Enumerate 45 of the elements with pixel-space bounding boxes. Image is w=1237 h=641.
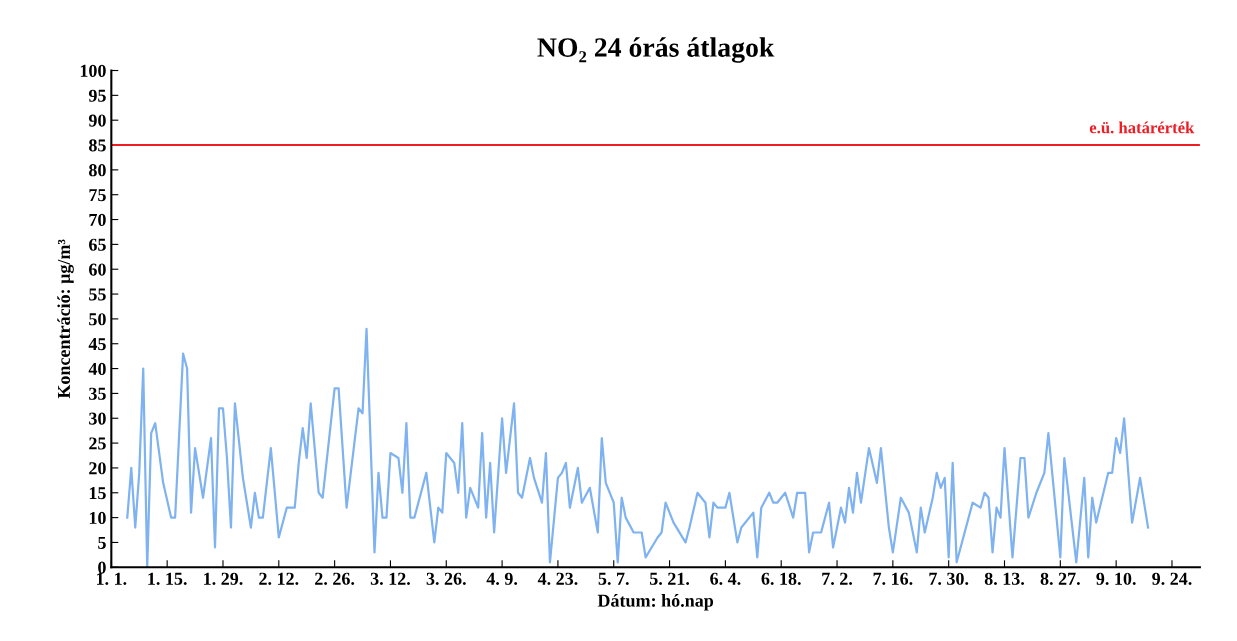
y-tick-label: 45 <box>88 338 106 351</box>
x-tick-label: 5. 7. <box>598 572 629 585</box>
x-tick-label: 4. 9. <box>486 572 518 585</box>
x-tick-label: 7. 16. <box>873 572 913 585</box>
x-tick-label: 1. 15. <box>148 572 187 585</box>
y-tick-label: 30 <box>89 412 106 425</box>
y-axis-title: Koncentráció: μg/m³ <box>57 239 74 399</box>
y-tick-label: 75 <box>89 189 106 202</box>
x-tick-label: 2. 26. <box>315 572 355 585</box>
y-tick-label: 50 <box>89 313 106 326</box>
y-tick-label: 70 <box>89 213 106 226</box>
x-tick-label: 3. 26. <box>426 572 466 585</box>
x-tick-label: 3. 12. <box>370 572 410 585</box>
x-tick-label: 1. 29. <box>204 572 243 585</box>
x-tick-label: 5. 21. <box>649 572 690 585</box>
y-tick-label: 15 <box>89 487 106 500</box>
x-tick-label: 8. 27. <box>1040 572 1080 585</box>
y-tick-label: 0 <box>98 561 106 574</box>
y-tick-label: 80 <box>89 164 106 177</box>
x-tick-label: 9. 24. <box>1152 572 1192 585</box>
y-tick-label: 35 <box>89 387 106 400</box>
y-tick-label: 85 <box>89 139 106 152</box>
x-tick-label: 1. 1. <box>96 572 127 585</box>
y-tick-label: 5 <box>98 536 106 549</box>
y-tick-label: 60 <box>89 263 106 276</box>
x-tick-label: 8. 13. <box>984 572 1025 585</box>
x-tick-label: 6. 4. <box>710 572 741 585</box>
chart-title: NO₂ 24 órás átlagok <box>537 37 775 63</box>
x-tick-label: 7. 2. <box>822 572 853 585</box>
y-tick-label: 95 <box>88 89 106 102</box>
y-tick-label: 90 <box>88 114 106 127</box>
y-tick-label: 100 <box>80 64 106 77</box>
y-tick-label: 55 <box>89 288 106 301</box>
x-tick-label: 2. 12. <box>259 572 299 585</box>
x-tick-label: 4. 23. <box>537 572 578 585</box>
y-tick-label: 20 <box>89 462 106 475</box>
ref-line-label: e.ü. határérték <box>1089 121 1195 134</box>
y-tick-label: 40 <box>88 362 106 376</box>
x-tick-label: 9. 10. <box>1096 572 1136 585</box>
x-axis-title: Dátum: hó.nap <box>597 594 714 611</box>
y-tick-label: 25 <box>89 437 106 450</box>
y-tick-label: 65 <box>89 238 106 251</box>
x-tick-label: 7. 30. <box>929 572 969 585</box>
x-tick-label: 6. 18. <box>761 572 801 585</box>
y-tick-label: 10 <box>89 511 106 525</box>
